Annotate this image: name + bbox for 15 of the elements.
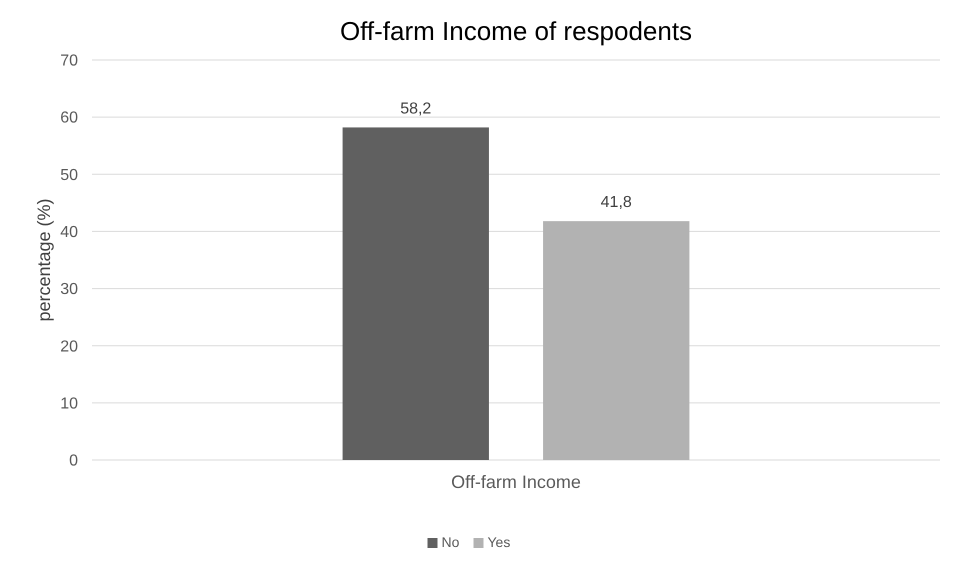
y-tick-label: 20 <box>60 338 78 356</box>
legend-label: No <box>442 534 460 550</box>
x-tick-label: Off-farm Income <box>451 472 581 492</box>
data-label: 41,8 <box>600 194 632 212</box>
legend-label: Yes <box>488 534 510 550</box>
chart-title: Off-farm Income of respodents <box>340 16 692 46</box>
y-tick-label: 0 <box>69 452 78 470</box>
y-tick-label: 40 <box>60 224 78 242</box>
y-tick-label: 70 <box>60 52 78 70</box>
y-tick-label: 50 <box>60 166 78 184</box>
y-axis-title: percentage (%) <box>34 198 54 322</box>
data-label: 58,2 <box>400 100 432 118</box>
y-tick-label: 10 <box>60 395 78 412</box>
y-tick-label: 60 <box>60 110 78 127</box>
y-tick-label: 30 <box>60 281 78 298</box>
